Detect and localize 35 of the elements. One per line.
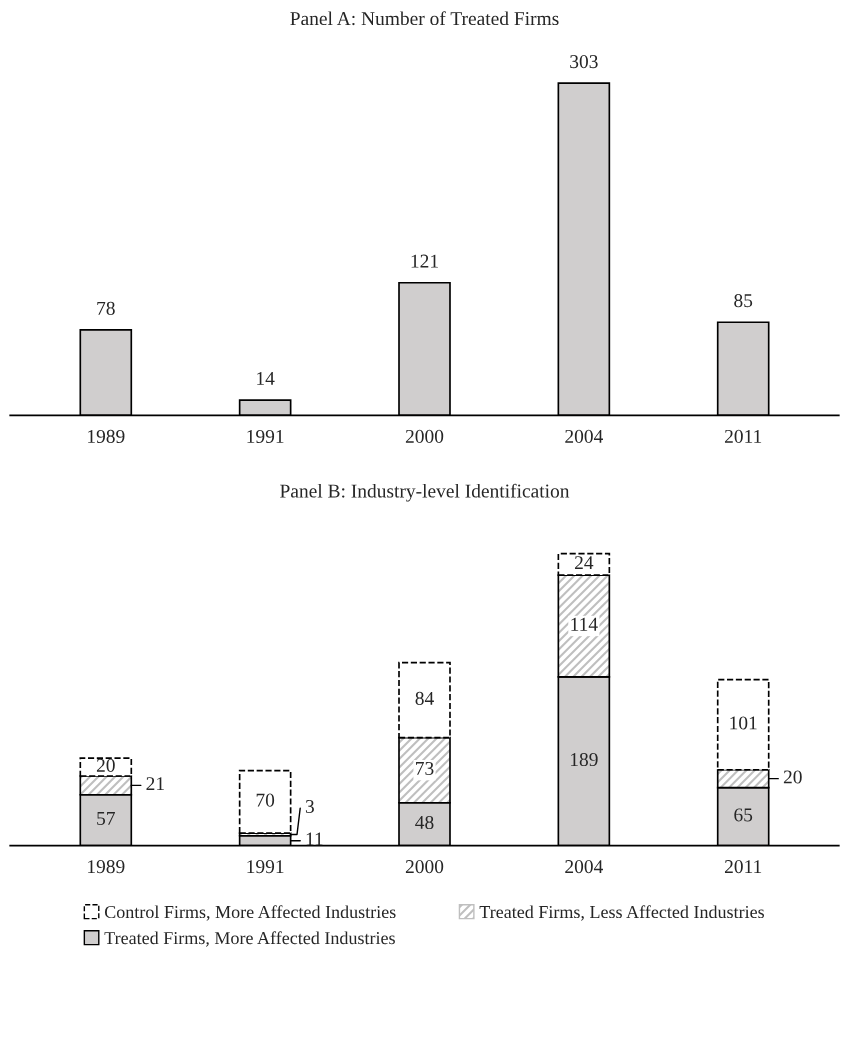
data-label: 70 [256,793,275,807]
x-tick-label: 2011 [724,860,762,874]
x-tick-label: 1991 [247,860,284,874]
legend-label: Treated Firms, Less Affected Industries [479,905,764,921]
data-label: 24 [574,556,594,570]
data-label: 114 [571,617,598,631]
data-label: 21 [146,777,164,791]
data-label: 73 [416,761,434,776]
data-label: 189 [570,752,598,767]
data-label: 20 [783,770,802,784]
data-label: 84 [415,691,434,705]
data-label: 11 [306,832,323,846]
legend-label: Treated Firms, More Affected Industries [104,931,395,947]
data-label: 57 [97,812,115,826]
data-label: 101 [730,716,757,730]
data-label: 65 [734,808,753,822]
data-label: 303 [570,55,598,69]
data-label: 20 [96,758,115,772]
chart-title: Panel B: Industry-level Identification [280,483,570,502]
data-label: 3 [305,799,314,814]
data-label: 14 [257,371,275,385]
data-label: 85 [734,294,753,308]
x-tick-label: 1989 [88,429,125,443]
data-label: 121 [411,254,438,268]
x-tick-label: 1991 [247,429,284,443]
x-tick-label: 2011 [724,429,762,443]
x-tick-label: 2000 [405,860,444,874]
x-tick-label: 2004 [565,429,603,443]
x-tick-label: 2004 [565,860,603,874]
x-tick-label: 2000 [405,429,444,443]
legend-label: Control Firms, More Affected Industries [104,905,396,921]
x-tick-label: 1989 [88,860,125,874]
data-label: 78 [97,301,115,315]
data-label: 48 [415,815,434,830]
chart-title: Panel A: Number of Treated Firms [290,11,559,26]
